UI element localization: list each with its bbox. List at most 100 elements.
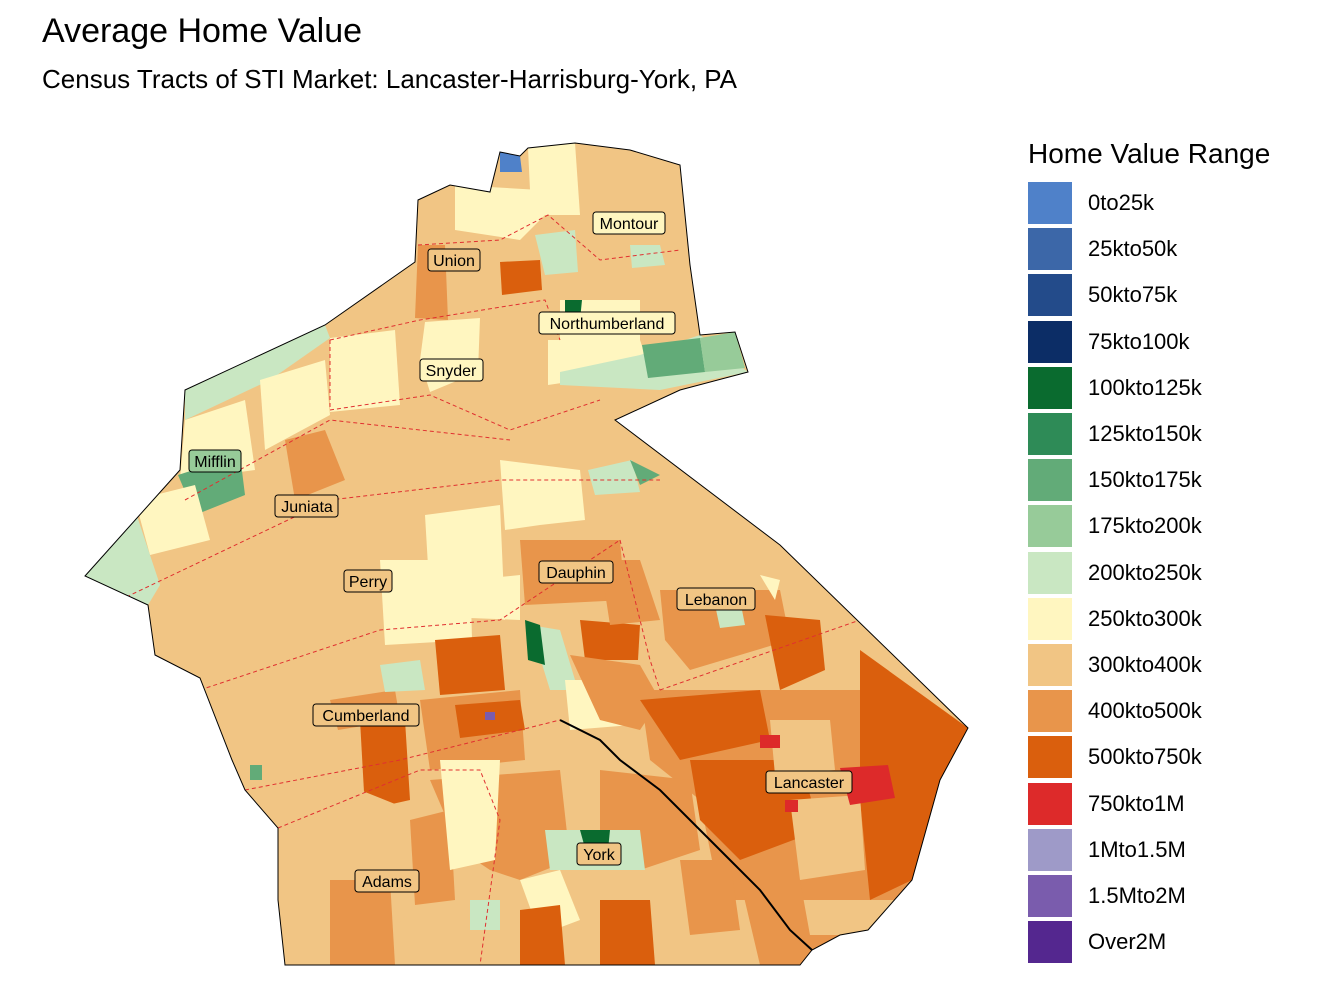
legend-label: 50kto75k bbox=[1088, 282, 1178, 308]
legend-title: Home Value Range bbox=[1028, 138, 1271, 169]
tract bbox=[360, 720, 410, 810]
tract bbox=[740, 880, 840, 965]
svg-text:York: York bbox=[583, 847, 615, 864]
legend-label: 500kto750k bbox=[1088, 744, 1202, 770]
tract bbox=[535, 230, 578, 275]
svg-text:Lebanon: Lebanon bbox=[685, 592, 747, 609]
tract bbox=[470, 900, 500, 930]
legend-item: 500kto750k bbox=[1028, 734, 1270, 780]
map-title: Average Home Value bbox=[42, 12, 363, 50]
svg-text:Perry: Perry bbox=[349, 574, 387, 591]
svg-text:Cumberland: Cumberland bbox=[322, 708, 409, 725]
region-outline bbox=[84, 142, 969, 966]
county-label-lancaster: Lancaster bbox=[765, 770, 853, 794]
svg-text:Lancaster: Lancaster bbox=[774, 775, 845, 792]
choropleth-map: Montour Union Northumberland Snyder Miff… bbox=[84, 142, 969, 966]
tract bbox=[700, 332, 745, 372]
legend-label: 200kto250k bbox=[1088, 559, 1202, 585]
legend-label: 1.5Mto2M bbox=[1088, 882, 1186, 908]
legend-label: 300kto400k bbox=[1088, 651, 1202, 677]
svg-text:Dauphin: Dauphin bbox=[546, 565, 606, 582]
tract bbox=[840, 765, 895, 805]
legend-item: 75kto100k bbox=[1028, 319, 1270, 365]
legend: Home Value Range 0to25k 25kto50k 50kto75k 7… bbox=[1028, 138, 1270, 965]
legend-swatch bbox=[1028, 459, 1072, 502]
tract bbox=[500, 460, 585, 530]
legend-item: 750kto1M bbox=[1028, 780, 1270, 826]
legend-label: 0to25k bbox=[1088, 190, 1155, 216]
legend-item: 400kto500k bbox=[1028, 688, 1270, 734]
county-label-snyder: Snyder bbox=[419, 358, 484, 382]
tract bbox=[785, 800, 798, 812]
legend-item: Over2M bbox=[1028, 919, 1270, 965]
legend-label: 250kto300k bbox=[1088, 605, 1202, 631]
tract bbox=[440, 760, 500, 870]
county-label-york: York bbox=[576, 842, 622, 866]
tract bbox=[380, 560, 472, 645]
tract bbox=[85, 510, 160, 605]
county-label-perry: Perry bbox=[343, 569, 393, 593]
tract bbox=[642, 338, 705, 378]
svg-text:Montour: Montour bbox=[600, 216, 659, 233]
svg-text:Adams: Adams bbox=[362, 874, 412, 891]
legend-swatch bbox=[1028, 505, 1072, 548]
legend-swatch bbox=[1028, 366, 1072, 409]
tract bbox=[330, 330, 400, 412]
tract bbox=[760, 735, 780, 748]
tract bbox=[455, 185, 545, 240]
svg-text:Snyder: Snyder bbox=[426, 363, 477, 380]
legend-item: 175kto200k bbox=[1028, 503, 1270, 549]
svg-text:Union: Union bbox=[433, 253, 475, 270]
legend-label: Over2M bbox=[1088, 929, 1167, 955]
legend-swatch bbox=[1028, 413, 1072, 456]
river-line bbox=[559, 719, 813, 951]
tract bbox=[330, 880, 395, 965]
tract bbox=[380, 660, 425, 692]
county-label-adams: Adams bbox=[354, 869, 420, 893]
tract bbox=[630, 245, 665, 268]
legend-item: 300kto400k bbox=[1028, 642, 1270, 688]
svg-text:Juniata: Juniata bbox=[281, 499, 333, 516]
legend-label: 25kto50k bbox=[1088, 236, 1178, 262]
county-label-cumberland: Cumberland bbox=[312, 703, 420, 727]
tract bbox=[410, 810, 455, 905]
legend-swatch bbox=[1028, 828, 1072, 871]
legend-swatch bbox=[1028, 736, 1072, 779]
map-subtitle: Census Tracts of STI Market: Lancaster-H… bbox=[42, 64, 738, 94]
tract bbox=[588, 460, 640, 495]
legend-swatch bbox=[1028, 228, 1072, 271]
legend-swatch bbox=[1028, 551, 1072, 594]
tract bbox=[570, 655, 660, 730]
tract bbox=[640, 690, 770, 760]
legend-item: 1Mto1.5M bbox=[1028, 827, 1270, 873]
legend-swatch bbox=[1028, 182, 1072, 225]
legend-item: 150kto175k bbox=[1028, 457, 1270, 503]
census-tracts bbox=[85, 143, 968, 965]
tract bbox=[250, 765, 262, 780]
tract bbox=[680, 860, 740, 935]
tract bbox=[760, 575, 780, 600]
county-label-northumberland: Northumberland bbox=[538, 311, 676, 335]
tract bbox=[185, 325, 330, 420]
legend-swatch bbox=[1028, 320, 1072, 363]
legend-item: 25kto50k bbox=[1028, 226, 1270, 272]
tract bbox=[630, 460, 660, 485]
county-label-montour: Montour bbox=[592, 211, 666, 235]
tract bbox=[520, 905, 565, 965]
tract bbox=[435, 635, 505, 695]
tract bbox=[485, 712, 495, 720]
svg-text:Northumberland: Northumberland bbox=[550, 316, 665, 333]
legend-swatch bbox=[1028, 921, 1072, 964]
county-label-dauphin: Dauphin bbox=[538, 560, 614, 584]
legend-swatch bbox=[1028, 274, 1072, 317]
tract bbox=[765, 615, 825, 690]
county-label-lebanon: Lebanon bbox=[676, 587, 756, 611]
tract bbox=[285, 430, 345, 500]
legend-item: 50kto75k bbox=[1028, 272, 1270, 318]
legend-items: 0to25k 25kto50k 50kto75k 75kto100k 100kto125… bbox=[1028, 180, 1270, 965]
legend-swatch bbox=[1028, 690, 1072, 733]
legend-swatch bbox=[1028, 782, 1072, 825]
tract bbox=[525, 620, 545, 665]
legend-label: 1Mto1.5M bbox=[1088, 836, 1186, 862]
svg-text:Mifflin: Mifflin bbox=[194, 454, 236, 471]
